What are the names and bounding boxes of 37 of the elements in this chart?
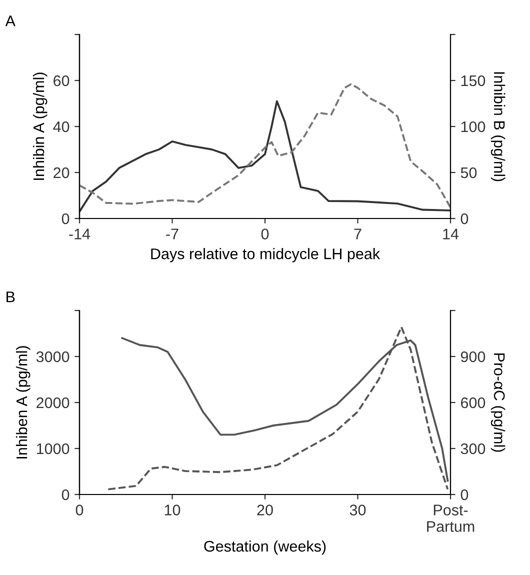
y2-axis-title: Pro-αC (pg/ml) — [490, 354, 506, 452]
y2-tick-label: 100 — [461, 121, 486, 132]
chart-title: A — [5, 16, 16, 26]
x-tick-label: 20 — [257, 504, 273, 516]
x-axis-title: Gestation (weeks) — [204, 540, 326, 555]
x-tick-label: 30 — [350, 504, 366, 516]
y2-tick-label: 0 — [460, 489, 468, 500]
y2-tick-label: 0 — [460, 213, 468, 224]
y-axis-title: Inhiben A (pg/ml) — [16, 346, 30, 458]
x-tick-label: 0 — [76, 504, 84, 516]
y2-tick-label: 900 — [460, 351, 486, 362]
line-series — [107, 326, 449, 490]
chart-title: B — [6, 292, 15, 302]
x-tick-label: 7 — [354, 228, 362, 240]
y-tick-label: 0 — [62, 213, 70, 224]
y2-tick-label: 300 — [460, 443, 486, 454]
x-tick-label: 0 — [261, 228, 269, 240]
y-tick-label: 60 — [54, 75, 70, 86]
y2-axis-title: Inhibin B (pg/ml) — [490, 72, 506, 182]
y-axis-title: Inhibin A (pg/ml) — [32, 72, 48, 180]
y-tick-label: 0 — [62, 489, 70, 500]
x-axis-title: Days relative to midcycle LH peak — [151, 248, 380, 262]
y-tick-label: 3000 — [36, 351, 70, 362]
y-tick-label: 40 — [53, 121, 70, 132]
y-tick-label: 1000 — [36, 443, 70, 454]
x-tick-label: Post- Partum — [427, 504, 474, 532]
y2-tick-label: 50 — [460, 167, 477, 178]
y2-tick-label: 600 — [461, 397, 486, 408]
x-tick-label: -7 — [166, 228, 178, 240]
line-series — [80, 83, 450, 208]
line-series — [80, 100, 450, 213]
y2-tick-label: 150 — [461, 75, 486, 86]
x-tick-label: -14 — [69, 228, 90, 240]
y-tick-label: 20 — [54, 167, 70, 178]
y-tick-label: 2000 — [36, 397, 70, 408]
x-tick-label: 14 — [443, 228, 459, 240]
x-tick-label: 10 — [164, 504, 180, 516]
